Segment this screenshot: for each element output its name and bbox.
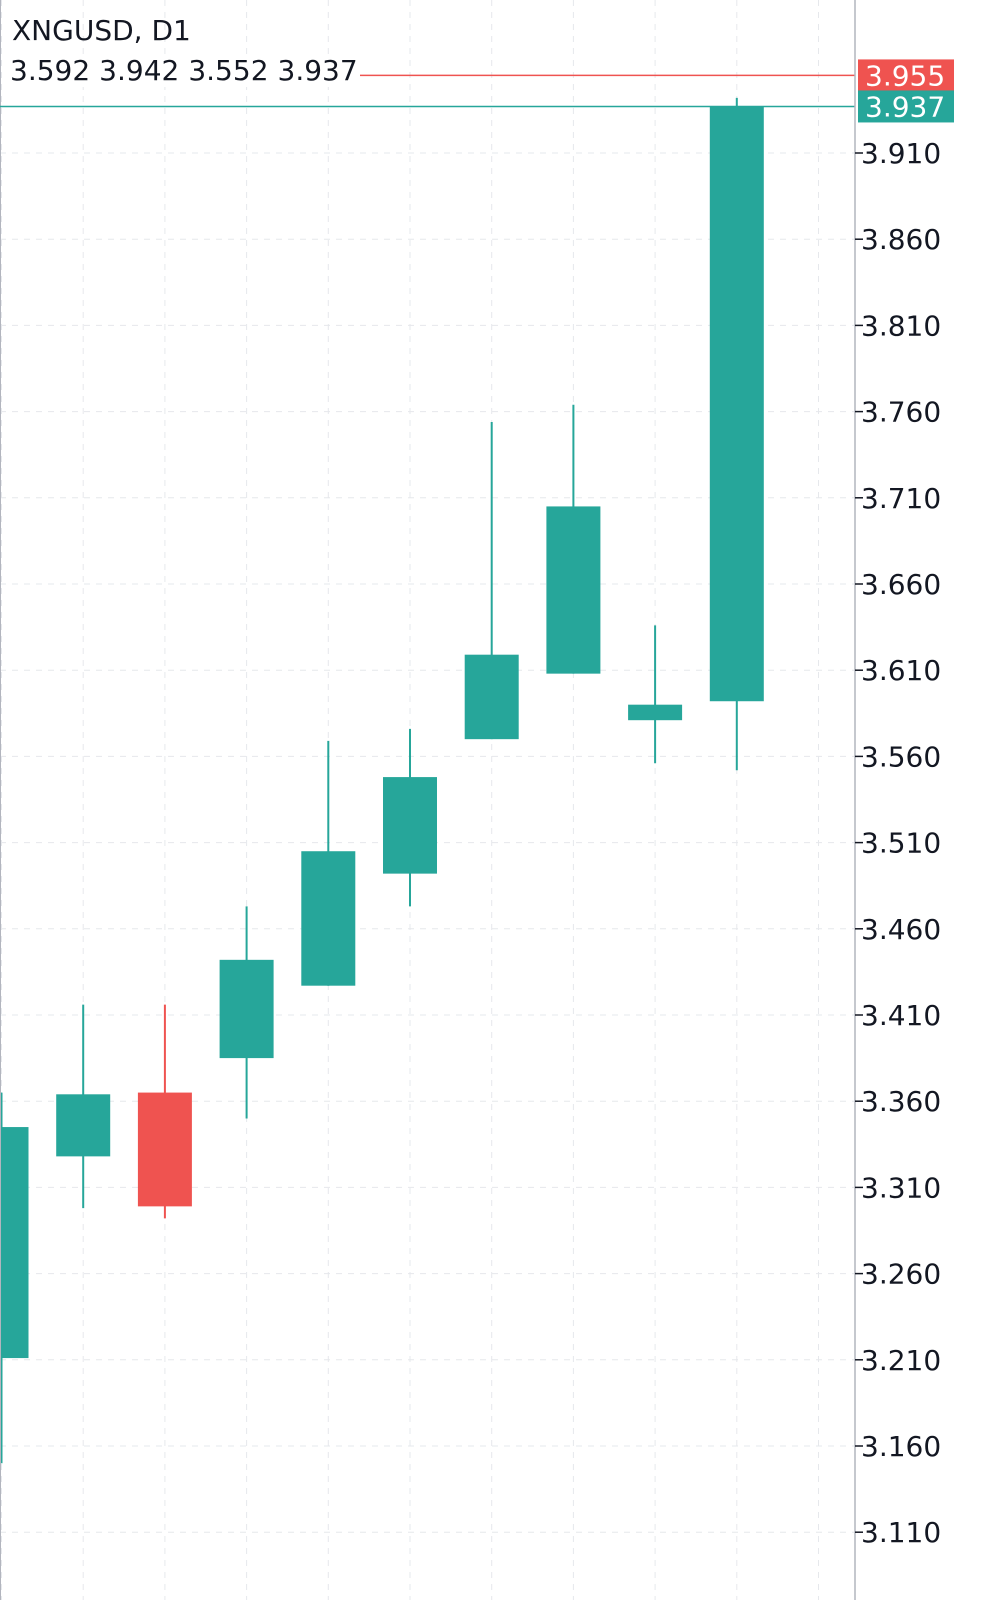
ohlc-close: 3.937 [277,54,358,87]
candle[interactable] [383,728,437,907]
candle[interactable] [219,906,274,1119]
candle-body [301,851,356,986]
candle[interactable] [464,421,519,740]
axis-tick-label: 3.710 [861,482,941,515]
axis-tick-label: 3.560 [861,740,941,773]
candle[interactable] [0,1092,29,1464]
price-lines [0,0,855,1600]
candle[interactable] [709,97,764,771]
axis-tick-label: 3.510 [861,827,941,860]
candle[interactable] [56,1004,111,1209]
candle[interactable] [301,740,356,986]
axis-tick-label: 3.110 [861,1516,941,1549]
candle-body [56,1094,111,1157]
bid-price-tag-background [858,90,954,123]
candle-body [383,777,437,874]
axis-tick-label: 3.410 [861,999,941,1032]
ohlc-high: 3.942 [99,54,180,87]
axis-tick-label: 3.760 [861,396,941,429]
candle-body [137,1092,192,1207]
ask-price-tag: 3.955 [858,59,954,92]
bid-price-tag: 3.937 [858,90,954,123]
ask-price-tag-background [858,59,954,92]
candle-body [219,959,274,1059]
candles [0,97,764,1464]
candle-body [0,1127,29,1359]
axis-tick-label: 3.260 [861,1258,941,1291]
axis-tick-label: 3.860 [861,223,941,256]
price-axis[interactable]: 3.910 3.860 3.810 3.760 3.710 3.660 3.610 3.560… [854,0,981,1600]
axis-tick-label: 3.910 [861,137,941,170]
ohlc-open: 3.592 [10,54,91,87]
candle[interactable] [546,404,601,674]
symbol-title: XNGUSD, D1 [12,14,191,47]
ask-price-tag-label: 3.955 [865,59,945,92]
candle-body [628,704,683,721]
bid-price-tag-label: 3.937 [865,90,945,123]
axis-tick-label: 3.310 [861,1171,941,1204]
candle[interactable] [628,625,683,764]
axis-tick-label: 3.610 [861,654,941,687]
price-axis-background [855,0,981,1600]
axis-tick-label: 3.460 [861,913,941,946]
candle[interactable] [137,1004,192,1219]
candle-body [546,506,601,674]
axis-tick-label: 3.810 [861,309,941,342]
axis-tick-label: 3.660 [861,568,941,601]
axis-tick-label: 3.360 [861,1085,941,1118]
axis-tick-label: 3.210 [861,1344,941,1377]
axis-tick-label: 3.160 [861,1430,941,1463]
candle-body [464,654,519,740]
ohlc-readout: 3.592 3.942 3.552 3.937 [10,54,360,87]
candle-body [709,106,764,702]
ohlc-low: 3.552 [188,54,269,87]
